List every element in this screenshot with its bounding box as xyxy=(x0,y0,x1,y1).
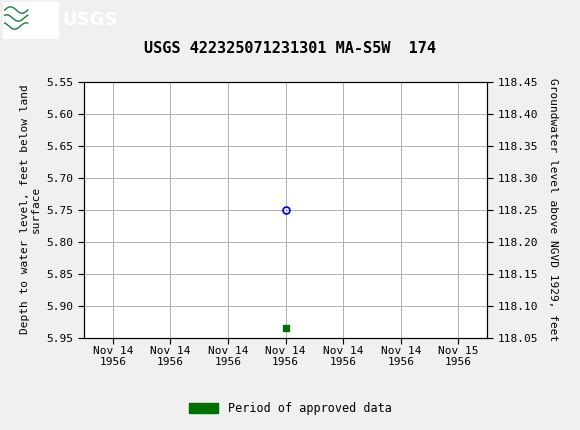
Text: USGS 422325071231301 MA-S5W  174: USGS 422325071231301 MA-S5W 174 xyxy=(144,41,436,56)
Bar xyxy=(3,2,58,38)
Y-axis label: Groundwater level above NGVD 1929, feet: Groundwater level above NGVD 1929, feet xyxy=(548,78,557,341)
Text: USGS: USGS xyxy=(62,11,117,29)
Y-axis label: Depth to water level, feet below land
surface: Depth to water level, feet below land su… xyxy=(20,85,41,335)
Legend: Period of approved data: Period of approved data xyxy=(184,397,396,420)
